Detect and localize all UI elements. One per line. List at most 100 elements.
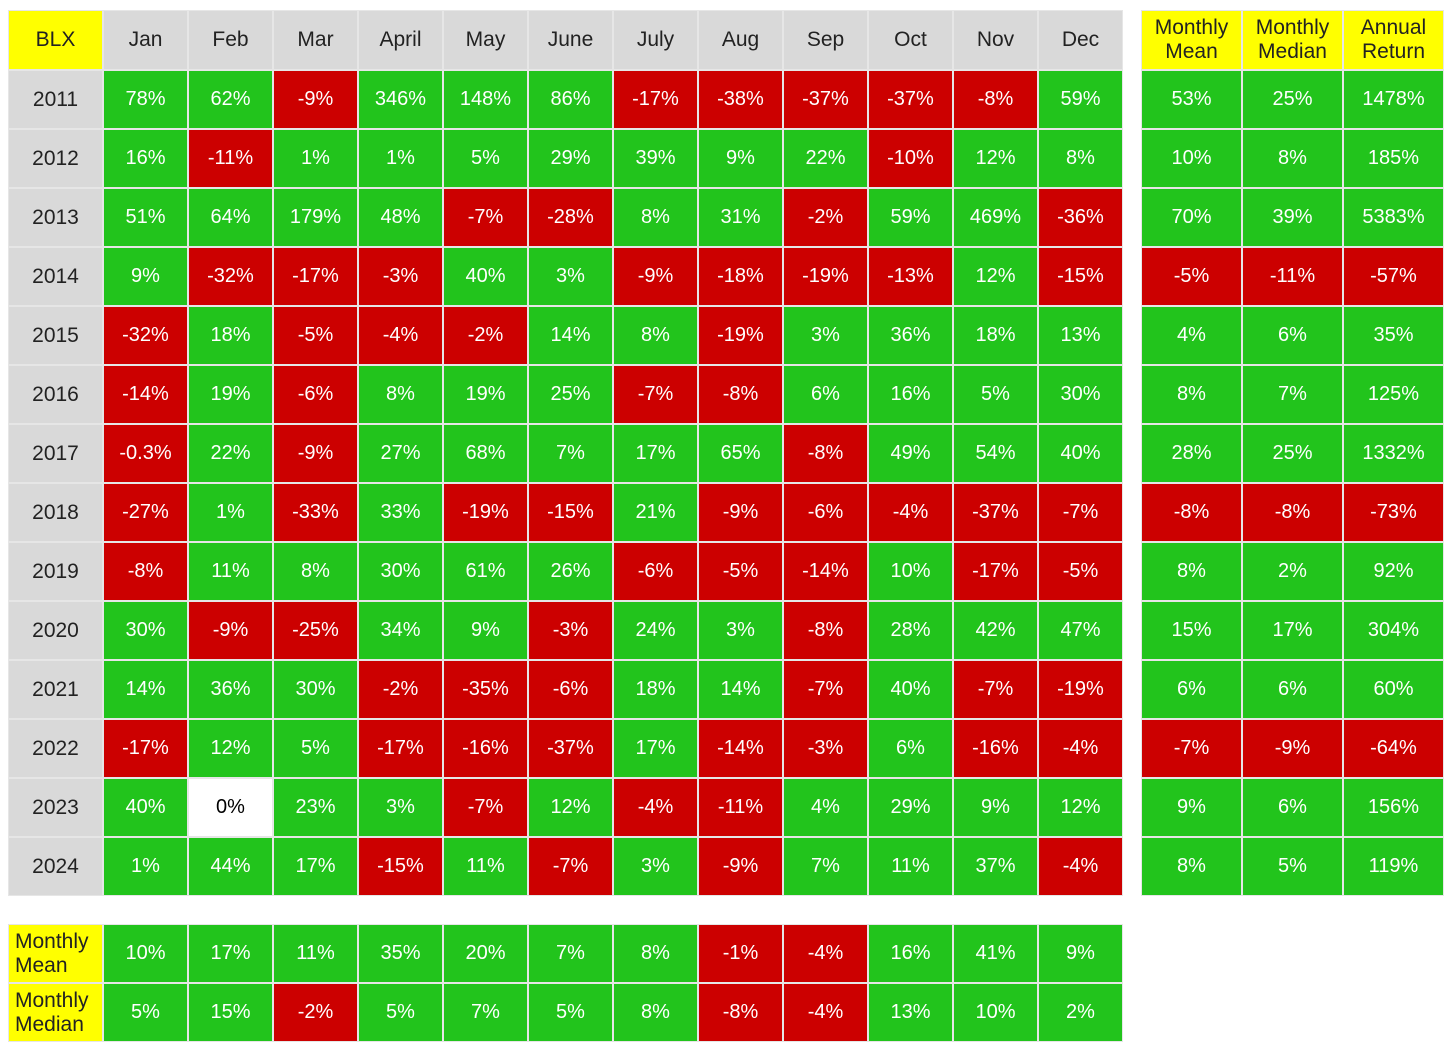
- summary-cell: 8%: [1141, 365, 1242, 424]
- return-cell: 34%: [358, 601, 443, 660]
- footer-cell: 7%: [528, 924, 613, 983]
- return-cell: 42%: [953, 601, 1038, 660]
- return-cell: 40%: [103, 778, 188, 837]
- return-cell: -15%: [528, 483, 613, 542]
- summary-cell: 8%: [1242, 129, 1343, 188]
- footer-cell: 10%: [103, 924, 188, 983]
- month-header: July: [613, 10, 698, 70]
- summary-cell: -5%: [1141, 247, 1242, 306]
- footer-cell: 10%: [953, 983, 1038, 1042]
- return-cell: 12%: [528, 778, 613, 837]
- return-cell: -36%: [1038, 188, 1123, 247]
- return-cell: -9%: [273, 70, 358, 129]
- return-cell: 40%: [1038, 424, 1123, 483]
- return-cell: 10%: [868, 542, 953, 601]
- year-label: 2018: [8, 483, 103, 542]
- footer-cell: 35%: [358, 924, 443, 983]
- month-header: Aug: [698, 10, 783, 70]
- return-cell: 40%: [443, 247, 528, 306]
- return-cell: 51%: [103, 188, 188, 247]
- year-label: 2012: [8, 129, 103, 188]
- return-cell: 469%: [953, 188, 1038, 247]
- summary-cell: 6%: [1242, 306, 1343, 365]
- return-cell: 22%: [188, 424, 273, 483]
- return-cell: -5%: [1038, 542, 1123, 601]
- return-cell: -7%: [443, 188, 528, 247]
- summary-cell: -73%: [1343, 483, 1444, 542]
- return-cell: -32%: [103, 306, 188, 365]
- summary-header: Annual Return: [1343, 10, 1444, 70]
- return-cell: -9%: [698, 483, 783, 542]
- summary-cell: 70%: [1141, 188, 1242, 247]
- summary-cell: -57%: [1343, 247, 1444, 306]
- return-cell: 8%: [613, 188, 698, 247]
- return-cell: -38%: [698, 70, 783, 129]
- return-cell: 11%: [868, 837, 953, 896]
- month-header: Dec: [1038, 10, 1123, 70]
- year-label: 2017: [8, 424, 103, 483]
- return-cell: 29%: [868, 778, 953, 837]
- return-cell: 33%: [358, 483, 443, 542]
- return-cell: 59%: [868, 188, 953, 247]
- summary-cell: 304%: [1343, 601, 1444, 660]
- summary-cell: 185%: [1343, 129, 1444, 188]
- return-cell: -35%: [443, 660, 528, 719]
- return-cell: -5%: [698, 542, 783, 601]
- return-cell: -8%: [698, 365, 783, 424]
- return-cell: -4%: [1038, 837, 1123, 896]
- footer-row-label: Monthly Mean: [8, 924, 103, 983]
- return-cell: 27%: [358, 424, 443, 483]
- summary-cell: 125%: [1343, 365, 1444, 424]
- return-cell: 39%: [613, 129, 698, 188]
- return-cell: 64%: [188, 188, 273, 247]
- footer-row-label: Monthly Median: [8, 983, 103, 1042]
- summary-cell: 5383%: [1343, 188, 1444, 247]
- return-cell: 8%: [613, 306, 698, 365]
- return-cell: 37%: [953, 837, 1038, 896]
- return-cell: 65%: [698, 424, 783, 483]
- return-cell: 16%: [868, 365, 953, 424]
- return-cell: 12%: [953, 129, 1038, 188]
- summary-cell: 92%: [1343, 542, 1444, 601]
- return-cell: -0.3%: [103, 424, 188, 483]
- return-cell: -37%: [953, 483, 1038, 542]
- summary-cell: 6%: [1242, 660, 1343, 719]
- return-cell: -16%: [443, 719, 528, 778]
- year-label: 2021: [8, 660, 103, 719]
- summary-cell: 1332%: [1343, 424, 1444, 483]
- summary-cell: -8%: [1141, 483, 1242, 542]
- summary-cell: 1478%: [1343, 70, 1444, 129]
- return-cell: 21%: [613, 483, 698, 542]
- return-cell: 9%: [698, 129, 783, 188]
- return-cell: -9%: [698, 837, 783, 896]
- summary-cell: 35%: [1343, 306, 1444, 365]
- return-cell: -17%: [613, 70, 698, 129]
- summary-cell: 28%: [1141, 424, 1242, 483]
- return-cell: 30%: [358, 542, 443, 601]
- return-cell: 30%: [1038, 365, 1123, 424]
- return-cell: 24%: [613, 601, 698, 660]
- return-cell: -17%: [103, 719, 188, 778]
- year-label: 2014: [8, 247, 103, 306]
- return-cell: -8%: [783, 601, 868, 660]
- return-cell: 12%: [1038, 778, 1123, 837]
- summary-cell: -9%: [1242, 719, 1343, 778]
- footer-cell: -8%: [698, 983, 783, 1042]
- return-cell: 14%: [698, 660, 783, 719]
- return-cell: 1%: [358, 129, 443, 188]
- year-label: 2020: [8, 601, 103, 660]
- summary-cell: 53%: [1141, 70, 1242, 129]
- return-cell: 22%: [783, 129, 868, 188]
- return-cell: -8%: [953, 70, 1038, 129]
- return-cell: -7%: [613, 365, 698, 424]
- return-cell: 49%: [868, 424, 953, 483]
- return-cell: 18%: [613, 660, 698, 719]
- footer-cell: 17%: [188, 924, 273, 983]
- footer-cell: 9%: [1038, 924, 1123, 983]
- return-cell: 6%: [783, 365, 868, 424]
- return-cell: -4%: [868, 483, 953, 542]
- return-cell: -10%: [868, 129, 953, 188]
- return-cell: -4%: [613, 778, 698, 837]
- return-cell: 148%: [443, 70, 528, 129]
- return-cell: 26%: [528, 542, 613, 601]
